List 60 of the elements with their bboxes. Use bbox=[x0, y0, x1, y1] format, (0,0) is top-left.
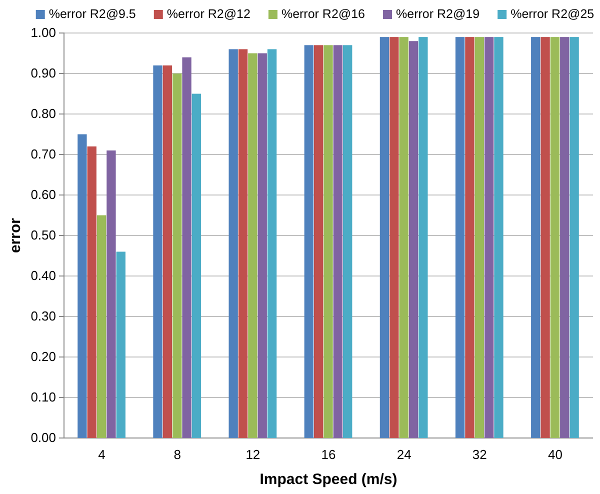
bar bbox=[540, 37, 550, 438]
bar bbox=[106, 150, 116, 438]
bar bbox=[333, 45, 343, 438]
legend-label: %error R2@12 bbox=[166, 7, 250, 21]
bar bbox=[172, 74, 182, 438]
y-tick-label: 0.90 bbox=[30, 66, 56, 81]
bar bbox=[418, 37, 428, 438]
legend-label: %error R2@16 bbox=[281, 7, 366, 21]
bar bbox=[238, 49, 248, 438]
x-tick-label: 40 bbox=[548, 447, 562, 462]
bar bbox=[408, 41, 418, 438]
bar bbox=[474, 37, 484, 438]
bar bbox=[153, 65, 162, 438]
bar bbox=[87, 146, 96, 438]
bar bbox=[192, 94, 202, 438]
bar bbox=[343, 45, 352, 438]
bar bbox=[182, 57, 192, 438]
x-tick-label: 12 bbox=[246, 447, 260, 462]
bar bbox=[116, 252, 126, 438]
bar bbox=[560, 37, 570, 438]
bar bbox=[96, 215, 106, 438]
y-tick-label: 0.00 bbox=[30, 430, 56, 446]
y-tick-label: 0.30 bbox=[30, 308, 56, 324]
bar bbox=[455, 37, 465, 438]
legend-label: %error R2@19 bbox=[396, 7, 480, 21]
bar bbox=[258, 53, 267, 438]
bar bbox=[380, 37, 390, 438]
legend-label: %error R2@25 bbox=[510, 7, 594, 21]
x-tick-label: 32 bbox=[472, 447, 487, 462]
bar bbox=[494, 37, 504, 438]
bar bbox=[304, 45, 314, 438]
bar bbox=[399, 37, 408, 438]
bar bbox=[570, 37, 579, 438]
x-tick-label: 8 bbox=[174, 447, 181, 462]
bar bbox=[78, 134, 87, 438]
x-tick-label: 4 bbox=[98, 447, 106, 462]
bar bbox=[228, 49, 238, 438]
bar bbox=[465, 37, 474, 438]
bar bbox=[324, 45, 333, 438]
bar bbox=[267, 49, 277, 438]
bar bbox=[531, 37, 540, 438]
legend-label: %error R2@9.5 bbox=[48, 7, 136, 21]
y-axis-title: error bbox=[7, 218, 24, 254]
y-tick-label: 0.20 bbox=[30, 349, 56, 364]
y-tick-label: 1.00 bbox=[30, 25, 56, 40]
bar bbox=[162, 65, 172, 438]
y-tick-label: 0.40 bbox=[30, 268, 56, 284]
x-tick-label: 24 bbox=[396, 447, 412, 462]
y-tick-label: 0.10 bbox=[30, 390, 56, 405]
y-tick-label: 0.70 bbox=[30, 146, 56, 162]
bar bbox=[550, 37, 560, 438]
y-tick-label: 0.80 bbox=[30, 106, 56, 122]
x-axis-title: Impact Speed (m/s) bbox=[260, 471, 398, 488]
bar bbox=[314, 45, 324, 438]
x-tick-label: 16 bbox=[321, 447, 336, 462]
y-tick-label: 0.50 bbox=[30, 228, 56, 243]
y-tick-label: 0.60 bbox=[30, 187, 56, 202]
bar bbox=[390, 37, 399, 438]
bar bbox=[484, 37, 494, 438]
bar bbox=[248, 53, 258, 438]
